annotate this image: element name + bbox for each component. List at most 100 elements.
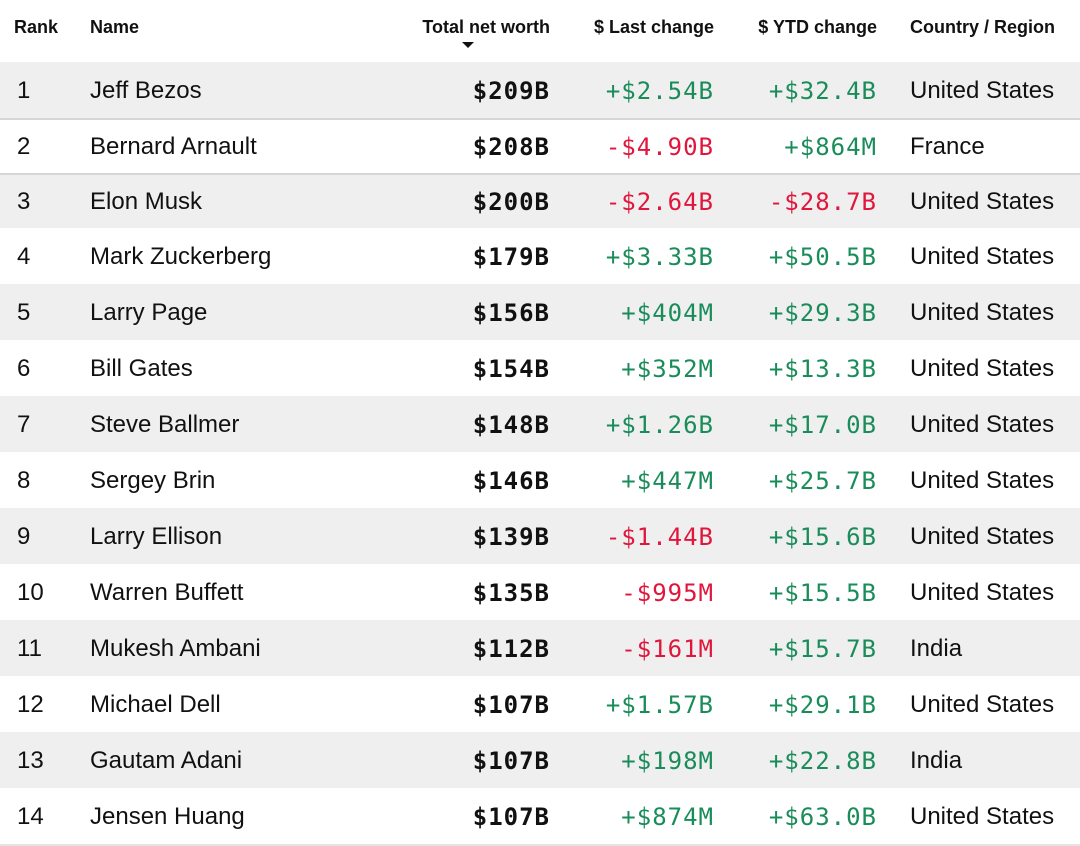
country-cell: United States xyxy=(910,76,1055,104)
table-row[interactable]: 6 Bill Gates $154B +$352M +$13.3B United Stat… xyxy=(0,340,1080,396)
country-cell: United States xyxy=(910,298,1055,326)
name-cell[interactable]: Larry Ellison xyxy=(90,522,223,550)
table-row[interactable]: 9 Larry Ellison $139B -$1.44B +$15.6B United … xyxy=(0,508,1080,564)
name-cell[interactable]: Michael Dell xyxy=(90,690,221,718)
rank-cell: 14 xyxy=(17,802,44,830)
name-cell[interactable]: Jeff Bezos xyxy=(90,76,202,104)
last-change-cell: +$1.57B xyxy=(605,690,714,719)
table-header: Rank Name Total net worth $ Last change … xyxy=(0,0,1080,62)
name-cell[interactable]: Sergey Brin xyxy=(90,466,216,494)
last-change-cell: +$2.54B xyxy=(605,76,714,105)
country-cell: United States xyxy=(910,466,1055,494)
country-cell: India xyxy=(910,746,963,774)
table-row[interactable]: 4 Mark Zuckerberg $179B +$3.33B +$50.5B Unite… xyxy=(0,228,1080,284)
ytd-change-cell: +$32.4B xyxy=(768,76,877,105)
last-change-cell: +$1.26B xyxy=(605,410,714,439)
column-header-country[interactable]: Country / Region xyxy=(910,17,1055,37)
rank-cell: 10 xyxy=(17,578,44,606)
country-cell: United States xyxy=(910,410,1055,438)
rank-cell: 8 xyxy=(17,466,31,494)
table-row[interactable]: 2 Bernard Arnault $208B -$4.90B +$864M France xyxy=(0,118,1080,173)
table-row[interactable]: 3 Elon Musk $200B -$2.64B -$28.7B United Stat… xyxy=(0,173,1080,228)
name-cell[interactable]: Mukesh Ambani xyxy=(90,634,261,662)
name-cell[interactable]: Gautam Adani xyxy=(90,746,243,774)
table-row[interactable]: 12 Michael Dell $107B +$1.57B +$29.1B United … xyxy=(0,676,1080,732)
table-row[interactable]: 5 Larry Page $156B +$404M +$29.3B United Stat… xyxy=(0,284,1080,340)
name-cell[interactable]: Bernard Arnault xyxy=(90,132,257,160)
name-cell[interactable]: Elon Musk xyxy=(90,187,203,215)
last-change-cell: +$198M xyxy=(621,746,714,775)
rank-cell: 4 xyxy=(17,242,31,270)
country-cell: United States xyxy=(910,522,1055,550)
column-header-total-net-worth-label: Total net worth xyxy=(422,17,550,37)
rank-cell: 7 xyxy=(17,410,31,438)
ytd-change-cell: +$15.5B xyxy=(768,578,877,607)
last-change-cell: +$352M xyxy=(621,354,714,383)
ytd-change-cell: +$864M xyxy=(784,132,877,161)
ytd-change-cell: -$28.7B xyxy=(768,187,877,216)
ytd-change-cell: +$29.3B xyxy=(768,298,877,327)
ytd-change-cell: +$13.3B xyxy=(768,354,877,383)
column-header-total-net-worth[interactable]: Total net worth xyxy=(398,17,550,48)
table-row[interactable]: 10 Warren Buffett $135B -$995M +$15.5B United… xyxy=(0,564,1080,620)
name-cell[interactable]: Warren Buffett xyxy=(90,578,244,606)
net-worth-cell: $156B xyxy=(472,298,550,327)
rank-cell: 9 xyxy=(17,522,31,550)
table-row[interactable]: 11 Mukesh Ambani $112B -$161M +$15.7B India xyxy=(0,620,1080,676)
name-cell[interactable]: Bill Gates xyxy=(90,354,193,382)
country-cell: United States xyxy=(910,802,1055,830)
net-worth-cell: $179B xyxy=(472,242,550,271)
last-change-cell: +$3.33B xyxy=(605,242,714,271)
last-change-cell: -$4.90B xyxy=(605,132,714,161)
column-header-name[interactable]: Name xyxy=(90,17,140,37)
rank-cell: 13 xyxy=(17,746,44,774)
net-worth-cell: $112B xyxy=(472,634,550,663)
net-worth-cell: $154B xyxy=(472,354,550,383)
ytd-change-cell: +$15.7B xyxy=(768,634,877,663)
rank-cell: 3 xyxy=(17,187,31,215)
rank-cell: 5 xyxy=(17,298,31,326)
rank-cell: 11 xyxy=(17,634,42,662)
country-cell: United States xyxy=(910,578,1055,606)
country-cell: United States xyxy=(910,354,1055,382)
ytd-change-cell: +$17.0B xyxy=(768,410,877,439)
net-worth-cell: $139B xyxy=(472,522,550,551)
name-cell[interactable]: Larry Page xyxy=(90,298,208,326)
name-cell[interactable]: Mark Zuckerberg xyxy=(90,242,272,270)
country-cell: United States xyxy=(910,242,1055,270)
last-change-cell: +$447M xyxy=(621,466,714,495)
rank-cell: 2 xyxy=(17,132,31,160)
net-worth-cell: $107B xyxy=(472,746,550,775)
country-cell: United States xyxy=(910,690,1055,718)
column-header-ytd-change[interactable]: $ YTD change xyxy=(758,17,877,37)
table-row[interactable]: 13 Gautam Adani $107B +$198M +$22.8B India xyxy=(0,732,1080,788)
last-change-cell: +$874M xyxy=(621,802,714,831)
table-body: 1 Jeff Bezos $209B +$2.54B +$32.4B United Sta… xyxy=(0,62,1080,846)
ytd-change-cell: +$50.5B xyxy=(768,242,877,271)
column-header-last-change[interactable]: $ Last change xyxy=(593,17,714,37)
table-row[interactable]: 7 Steve Ballmer $148B +$1.26B +$17.0B United … xyxy=(0,396,1080,452)
table-row[interactable]: 14 Jensen Huang $107B +$874M +$63.0B United S… xyxy=(0,788,1080,846)
net-worth-cell: $209B xyxy=(472,76,550,105)
sort-descending-icon xyxy=(462,42,474,48)
name-cell[interactable]: Steve Ballmer xyxy=(90,410,240,438)
last-change-cell: +$404M xyxy=(621,298,714,327)
net-worth-cell: $146B xyxy=(472,466,550,495)
ytd-change-cell: +$63.0B xyxy=(768,802,877,831)
net-worth-cell: $107B xyxy=(472,690,550,719)
country-cell: India xyxy=(910,634,963,662)
column-header-rank[interactable]: Rank xyxy=(14,17,59,37)
rank-cell: 12 xyxy=(17,690,44,718)
last-change-cell: -$2.64B xyxy=(605,187,714,216)
net-worth-cell: $135B xyxy=(472,578,550,607)
last-change-cell: -$1.44B xyxy=(605,522,714,551)
table-row[interactable]: 8 Sergey Brin $146B +$447M +$25.7B United Sta… xyxy=(0,452,1080,508)
last-change-cell: -$995M xyxy=(621,578,714,607)
ytd-change-cell: +$29.1B xyxy=(768,690,877,719)
table-row[interactable]: 1 Jeff Bezos $209B +$2.54B +$32.4B United Sta… xyxy=(0,62,1080,118)
ytd-change-cell: +$15.6B xyxy=(768,522,877,551)
name-cell[interactable]: Jensen Huang xyxy=(90,802,245,830)
net-worth-cell: $208B xyxy=(472,132,550,161)
ytd-change-cell: +$25.7B xyxy=(768,466,877,495)
